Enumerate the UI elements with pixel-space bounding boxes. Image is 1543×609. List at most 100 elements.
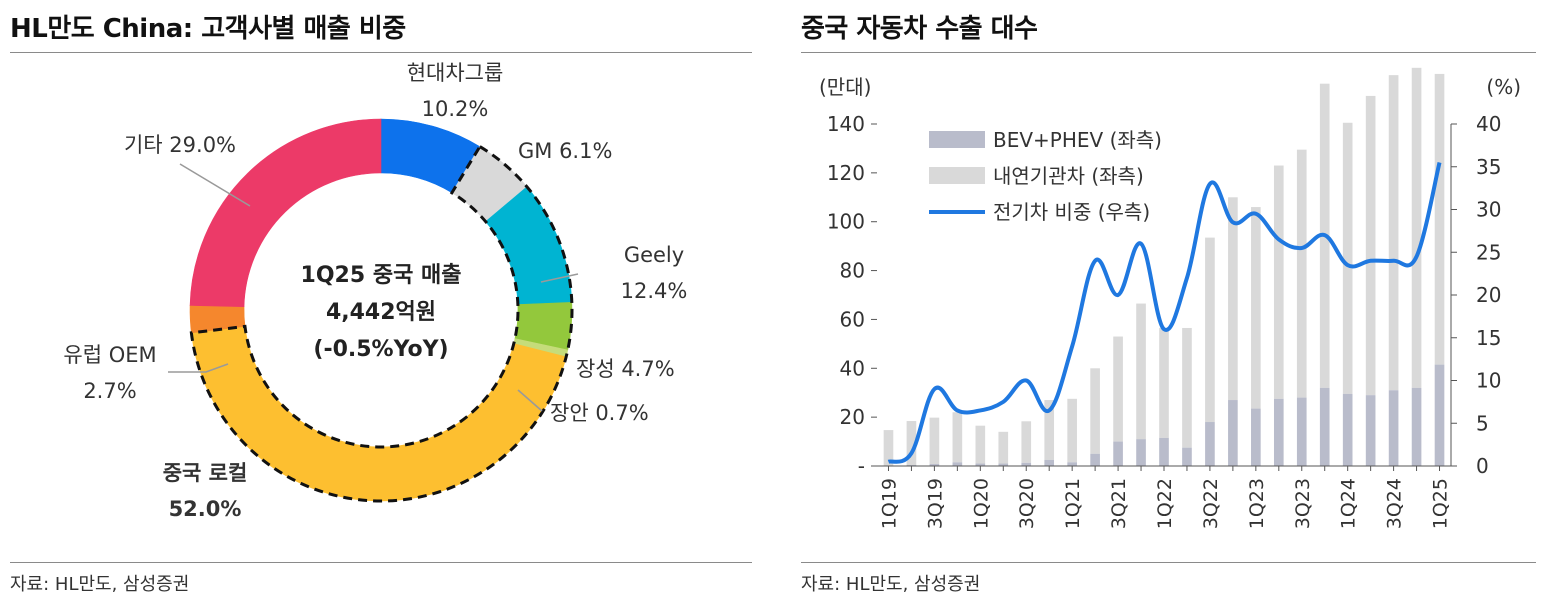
bar-ice-3Q22 bbox=[1205, 237, 1215, 423]
x-tick-label-1Q23: 1Q23 bbox=[1246, 478, 1268, 529]
slice-label-4: 장안 0.7% bbox=[550, 401, 649, 425]
bar-bev-3Q22 bbox=[1205, 422, 1215, 466]
bar-bev-3Q21 bbox=[1113, 441, 1123, 466]
slice-label-2: 12.4% bbox=[621, 279, 688, 303]
right-tick-label: 5 bbox=[1476, 411, 1489, 435]
bar-bev-2Q23 bbox=[1273, 398, 1284, 466]
slice-label-7: 기타 29.0% bbox=[124, 133, 236, 157]
bar-bev-4Q19 bbox=[952, 462, 963, 466]
title-rule bbox=[10, 52, 752, 53]
panel-title: HL만도 China: 고객사별 매출 비중 bbox=[10, 14, 406, 44]
left-tick-label: - bbox=[858, 454, 865, 478]
right-tick-label: 15 bbox=[1476, 326, 1501, 350]
bar-bev-4Q24 bbox=[1411, 387, 1422, 466]
right-panel: 중국 자동차 수출 대수 (만대) (%) - 20 40 60 80 100 120 140 0 5… bbox=[801, 0, 1536, 609]
bar-bev-4Q20 bbox=[1044, 459, 1055, 466]
x-tick-label-3Q22: 3Q22 bbox=[1200, 478, 1222, 529]
legend-swatch-ice bbox=[929, 167, 985, 184]
legend-swatch-bev bbox=[929, 131, 985, 148]
bar-ice-1Q20 bbox=[975, 425, 986, 464]
x-tick-label-1Q22: 1Q22 bbox=[1154, 478, 1176, 529]
bar-bev-4Q23 bbox=[1319, 387, 1330, 466]
bar-ice-4Q20 bbox=[1044, 400, 1055, 460]
left-tick-label: 20 bbox=[840, 405, 865, 429]
bar-ice-2Q20 bbox=[998, 431, 1009, 464]
center-text-2: (-0.5%YoY) bbox=[313, 337, 448, 362]
x-tick-label-1Q20: 1Q20 bbox=[970, 478, 992, 529]
bar-bev-4Q22 bbox=[1228, 400, 1238, 466]
export-combo-chart: (만대) (%) - 20 40 60 80 100 120 140 0 5 10 15 20 25 30 35 4… bbox=[819, 67, 1521, 529]
bar-ice-2Q24 bbox=[1365, 95, 1376, 396]
slice-label-5: 중국 로컬 bbox=[163, 461, 248, 485]
bar-bev-2Q22 bbox=[1182, 447, 1192, 466]
right-tick-label: 0 bbox=[1476, 454, 1489, 478]
bar-ice-1Q25 bbox=[1434, 73, 1445, 365]
leader-line-4 bbox=[517, 389, 543, 412]
legend-label-line: 전기차 비중 (우측) bbox=[993, 200, 1150, 224]
group-outline bbox=[189, 144, 574, 503]
left-tick-label: 100 bbox=[827, 210, 865, 234]
right-tick-label: 40 bbox=[1476, 112, 1501, 136]
slice-7 bbox=[189, 118, 382, 308]
slice-label-1: GM 6.1% bbox=[518, 139, 612, 163]
x-tick-label-1Q19: 1Q19 bbox=[878, 478, 900, 529]
left-axis-unit: (만대) bbox=[819, 75, 871, 99]
bar-ice-4Q24 bbox=[1411, 67, 1422, 388]
slice-label-0: 현대차그룹 bbox=[407, 61, 504, 85]
bar-ice-1Q21 bbox=[1067, 398, 1077, 463]
donut-chart: 현대차그룹 10.2% GM 6.1% Geely 12.4% 장성 4.7% 장안 0.7… bbox=[63, 61, 688, 521]
center-text-1: 4,442억원 bbox=[326, 300, 436, 325]
legend-label-bev: BEV+PHEV (좌측) bbox=[993, 128, 1162, 152]
x-tick-label-3Q19: 3Q19 bbox=[924, 478, 946, 529]
x-tick-label-1Q21: 1Q21 bbox=[1062, 478, 1084, 529]
left-tick-label: 80 bbox=[840, 259, 865, 283]
source-rule bbox=[801, 562, 1536, 563]
source-note: 자료: HL만도, 삼성증권 bbox=[801, 574, 981, 595]
bar-ice-4Q21 bbox=[1136, 303, 1146, 440]
leader-line-6 bbox=[168, 363, 229, 373]
bar-ice-2Q21 bbox=[1090, 368, 1100, 454]
legend-label-ice: 내연기관차 (좌측) bbox=[993, 164, 1144, 188]
bar-bev-3Q19 bbox=[929, 464, 940, 466]
bar-bev-1Q22 bbox=[1159, 437, 1169, 466]
bar-ice-3Q23 bbox=[1296, 149, 1307, 398]
bar-bev-4Q21 bbox=[1136, 439, 1146, 466]
right-tick-label: 35 bbox=[1476, 155, 1501, 179]
x-tick-label-1Q24: 1Q24 bbox=[1338, 478, 1360, 529]
bar-ice-2Q22 bbox=[1182, 327, 1192, 448]
right-tick-label: 30 bbox=[1476, 198, 1501, 222]
bar-bev-1Q23 bbox=[1251, 408, 1261, 466]
right-tick-label: 20 bbox=[1476, 283, 1501, 307]
bar-ice-1Q24 bbox=[1342, 122, 1353, 394]
bar-bev-1Q21 bbox=[1067, 462, 1077, 466]
x-tick-label-1Q25: 1Q25 bbox=[1430, 478, 1452, 529]
bar-bev-1Q24 bbox=[1342, 393, 1353, 466]
bar-ice-3Q19 bbox=[929, 417, 940, 465]
left-tick-label: 120 bbox=[827, 161, 865, 185]
bar-ice-2Q19 bbox=[906, 421, 917, 466]
slice-label-6: 2.7% bbox=[83, 379, 136, 403]
bar-ice-3Q21 bbox=[1113, 336, 1123, 442]
bar-ice-4Q22 bbox=[1228, 197, 1238, 401]
source-rule bbox=[10, 562, 752, 563]
slice-label-3: 장성 4.7% bbox=[576, 357, 675, 381]
bar-bev-3Q20 bbox=[1021, 462, 1032, 466]
bar-ice-3Q20 bbox=[1021, 421, 1032, 463]
left-tick-label: 140 bbox=[827, 112, 865, 136]
right-tick-label: 25 bbox=[1476, 240, 1501, 264]
slice-label-5: 52.0% bbox=[169, 497, 242, 521]
left-panel: HL만도 China: 고객사별 매출 비중 현대차그룹 10.2% GM 6.1%… bbox=[10, 0, 752, 609]
x-tick-label-3Q21: 3Q21 bbox=[1108, 478, 1130, 529]
bar-bev-2Q21 bbox=[1090, 453, 1100, 466]
title-rule bbox=[801, 52, 1536, 53]
slice-label-2: Geely bbox=[624, 243, 684, 267]
bar-bev-1Q20 bbox=[975, 463, 986, 466]
bar-bev-3Q24 bbox=[1388, 390, 1399, 466]
bar-bev-3Q23 bbox=[1296, 397, 1307, 466]
source-note: 자료: HL만도, 삼성증권 bbox=[10, 574, 190, 595]
slice-label-6: 유럽 OEM bbox=[63, 343, 156, 367]
bar-ice-4Q19 bbox=[952, 412, 963, 463]
left-tick-label: 60 bbox=[840, 307, 865, 331]
x-tick-label-3Q23: 3Q23 bbox=[1292, 478, 1314, 529]
right-tick-label: 10 bbox=[1476, 369, 1501, 393]
